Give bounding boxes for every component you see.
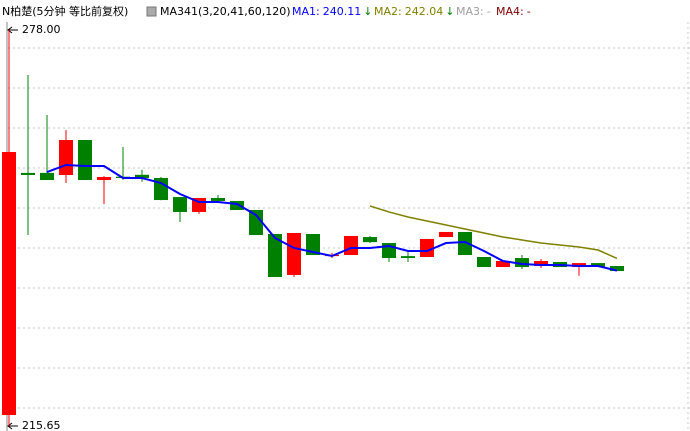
candle-body [534, 260, 548, 267]
legend-name: MA2: [374, 5, 402, 18]
legend-value: 242.04 [405, 5, 444, 18]
legend-value: - [527, 5, 531, 18]
plot: 278.00 215.65 [2, 23, 624, 431]
indicator-label: MA341(3,20,41,60,120) [160, 5, 291, 18]
candle-body [78, 140, 92, 181]
candle-body [306, 234, 320, 256]
candle-body [40, 172, 54, 181]
candle-body [496, 260, 510, 268]
candle-body [401, 256, 415, 259]
candle-body [363, 237, 377, 243]
legend-name: MA4: [496, 5, 524, 18]
candle-body [344, 235, 358, 256]
tick-mark [7, 422, 18, 430]
candle-body [97, 177, 111, 181]
candle-body [287, 232, 301, 275]
legend-trend: ↓ [363, 5, 372, 18]
ma-line [46, 163, 618, 272]
y-tick-label: 215.65 [22, 419, 61, 431]
candle-body [173, 197, 187, 212]
legend-entry: MA3: - [456, 5, 491, 18]
candle-body [249, 209, 263, 236]
tick-mark [7, 26, 18, 34]
candle-body [154, 177, 168, 201]
candle-body [268, 234, 282, 277]
legend-value: 240.11 [323, 5, 362, 18]
legend-name: MA3: [456, 5, 484, 18]
indicator-icon[interactable] [146, 6, 157, 17]
legend-entry: MA1: 240.11 ↓ [292, 5, 372, 18]
candle-body [458, 231, 472, 256]
candle-body [211, 197, 225, 201]
legend-name: MA1: [292, 5, 320, 18]
candle-body [230, 200, 244, 210]
legend: MA1: 240.11 ↓ MA2: 242.04 ↓ MA3: - MA4: - [292, 5, 531, 18]
candle-body [477, 256, 491, 268]
legend-trend: ↓ [445, 5, 454, 18]
legend-entry: MA2: 242.04 ↓ [374, 5, 454, 18]
y-tick-label: 278.00 [22, 23, 61, 36]
ma-line [369, 205, 618, 260]
candle-body [2, 152, 16, 416]
candle-body [610, 266, 624, 272]
candle-body [21, 172, 35, 175]
candle-body [420, 238, 434, 257]
candle-body [135, 174, 149, 178]
legend-value: - [487, 5, 491, 18]
candle-body [515, 258, 529, 268]
candle-body [59, 140, 73, 175]
legend-entry: MA4: - [496, 5, 531, 18]
chart-title: N柏楚(5分钟 等比前复权) [2, 4, 128, 18]
candle-body [439, 231, 453, 238]
